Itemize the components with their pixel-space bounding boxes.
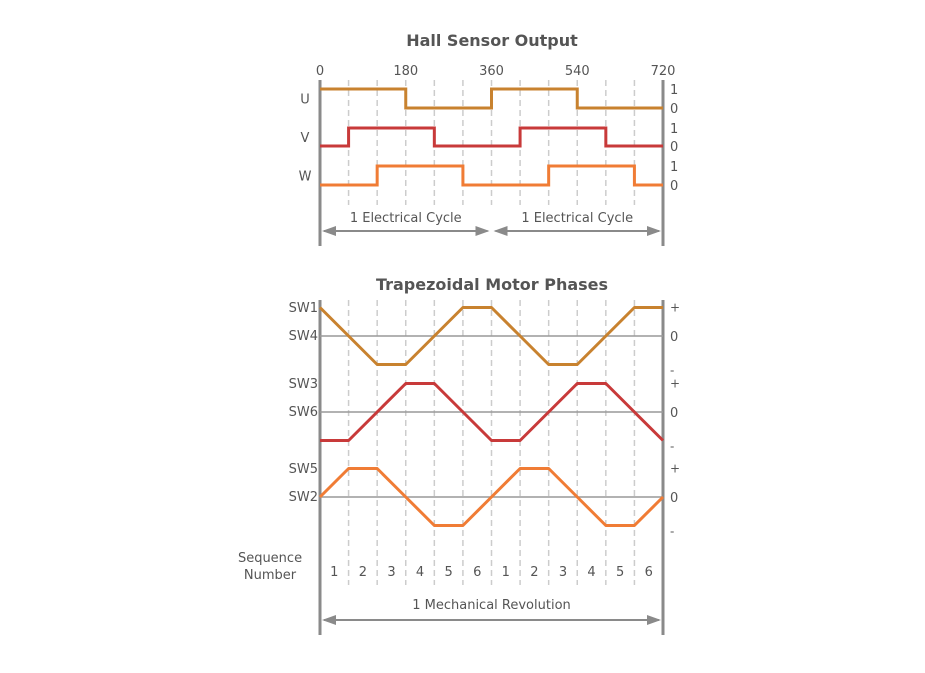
switch-label: SW2: [289, 490, 318, 505]
sequence-number: 1: [502, 565, 510, 580]
phase-trace-sw5-sw2: [318, 467, 665, 527]
sequence-number: 2: [530, 565, 538, 580]
angle-tick-label: 180: [393, 64, 418, 79]
hall-signal-u: [320, 87, 663, 110]
polarity-zero-label: 0: [670, 406, 678, 421]
electrical-cycle-label: 1 Electrical Cycle: [350, 211, 462, 226]
switch-label: SW6: [289, 405, 318, 420]
sequence-number: 1: [330, 565, 338, 580]
angle-tick-label: 720: [651, 64, 676, 79]
angle-tick-label: 360: [479, 64, 504, 79]
polarity-zero-label: 0: [670, 330, 678, 345]
level-label-high: 1: [670, 83, 678, 98]
sequence-number: 4: [416, 565, 424, 580]
sequence-number: 5: [444, 565, 452, 580]
polarity-zero-label: 0: [670, 491, 678, 506]
level-label-low: 0: [670, 102, 678, 117]
polarity-minus-label: -: [670, 440, 674, 454]
polarity-plus-label: +: [670, 377, 680, 391]
hall-signal-label: V: [301, 131, 310, 146]
sequence-number: 4: [587, 565, 595, 580]
angle-tick-label: 540: [565, 64, 590, 79]
polarity-plus-label: +: [670, 301, 680, 315]
electrical-cycle-label: 1 Electrical Cycle: [521, 211, 633, 226]
switch-label: SW5: [289, 462, 318, 477]
level-label-high: 1: [670, 122, 678, 137]
phases-title: Trapezoidal Motor Phases: [376, 275, 608, 294]
sequence-label: Sequence: [238, 551, 302, 566]
switch-label: SW4: [289, 329, 318, 344]
sequence-number: 2: [359, 565, 367, 580]
polarity-minus-label: -: [670, 364, 674, 378]
level-label-high: 1: [670, 160, 678, 175]
polarity-plus-label: +: [670, 462, 680, 476]
sequence-label: Number: [244, 568, 297, 583]
level-label-low: 0: [670, 140, 678, 155]
polarity-minus-label: -: [670, 525, 674, 539]
switch-label: SW3: [289, 377, 318, 392]
angle-tick-label: 0: [316, 64, 324, 79]
switch-label: SW1: [289, 301, 318, 316]
phase-trace-sw3-sw6: [320, 382, 665, 442]
sequence-number: 6: [645, 565, 653, 580]
level-label-low: 0: [670, 179, 678, 194]
sequence-number: 3: [387, 565, 395, 580]
hall-title: Hall Sensor Output: [406, 31, 578, 50]
sequence-number: 5: [616, 565, 624, 580]
hall-signal-label: W: [299, 170, 312, 185]
sequence-number: 3: [559, 565, 567, 580]
hall-signal-w: [320, 164, 663, 187]
mechanical-revolution-label: 1 Mechanical Revolution: [412, 598, 571, 613]
hall-signal-label: U: [300, 93, 310, 108]
sequence-number: 6: [473, 565, 481, 580]
hall-signal-v: [320, 126, 663, 148]
phase-trace-sw1-sw4: [318, 306, 663, 366]
